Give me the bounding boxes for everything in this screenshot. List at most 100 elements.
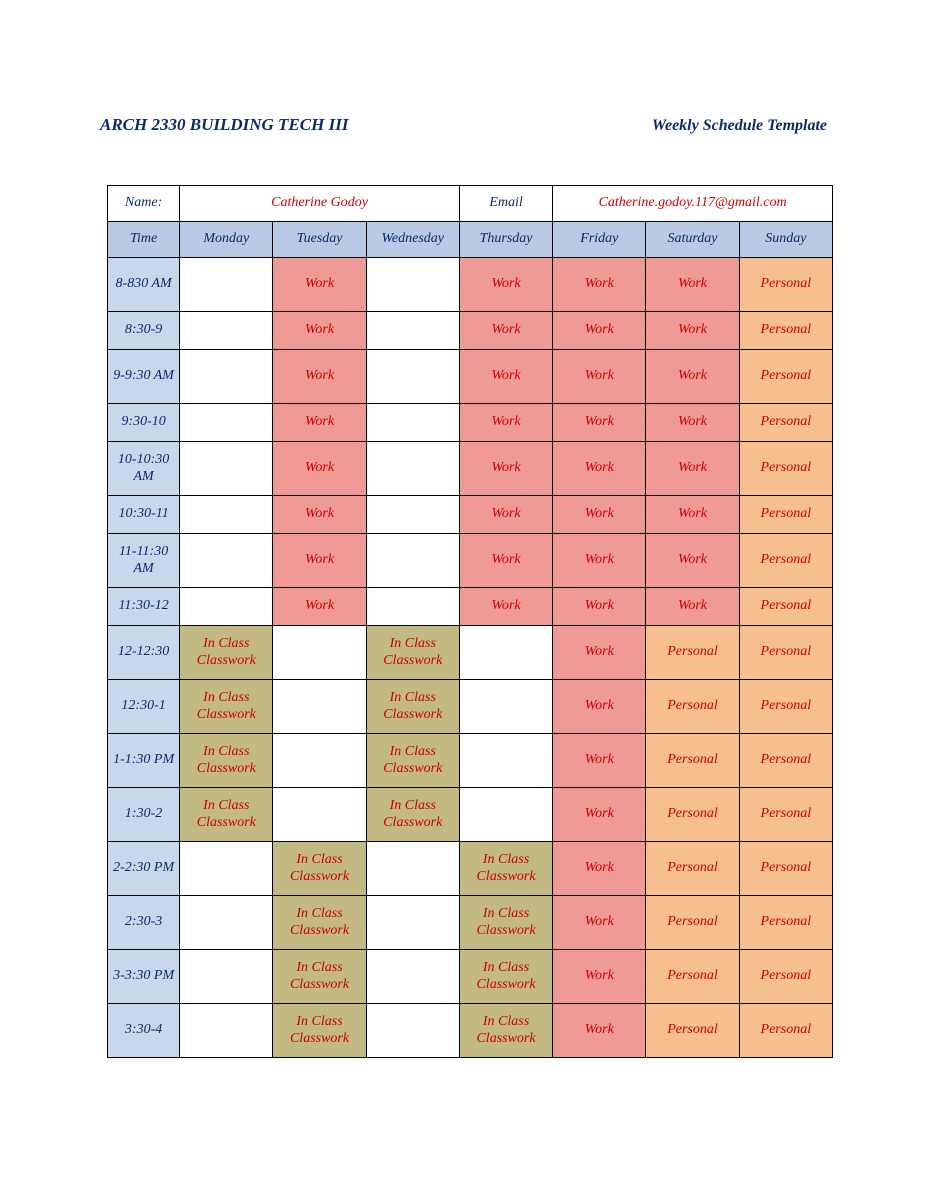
day-header: Monday: [180, 222, 273, 258]
schedule-cell: Work: [459, 258, 552, 312]
schedule-cell: Work: [273, 350, 366, 404]
schedule-cell: Work: [553, 312, 646, 350]
schedule-cell: [366, 350, 459, 404]
schedule-cell: In Class Classwork: [180, 626, 273, 680]
schedule-cell: Personal: [739, 588, 832, 626]
schedule-cell: [366, 588, 459, 626]
schedule-row: 9-9:30 AMWorkWorkWorkWorkPersonal: [108, 350, 833, 404]
schedule-cell: Work: [459, 496, 552, 534]
schedule-cell: Work: [459, 534, 552, 588]
schedule-cell: Work: [646, 350, 739, 404]
schedule-cell: In Class Classwork: [273, 842, 366, 896]
schedule-row: 2:30-3 In Class Classwork In Class Classwo…: [108, 896, 833, 950]
schedule-row: 9:30-10WorkWorkWorkWorkPersonal: [108, 404, 833, 442]
schedule-row: 10-10:30 AMWorkWorkWorkWorkPersonal: [108, 442, 833, 496]
day-header-row: Time Monday Tuesday Wednesday Thursday F…: [108, 222, 833, 258]
schedule-cell: [366, 258, 459, 312]
day-header: Tuesday: [273, 222, 366, 258]
schedule-cell: [366, 534, 459, 588]
page-header: ARCH 2330 BUILDING TECH III Weekly Sched…: [95, 115, 832, 135]
schedule-cell: Work: [646, 258, 739, 312]
schedule-cell: [180, 312, 273, 350]
schedule-row: 1-1:30 PMIn Class ClassworkIn Class Clas…: [108, 734, 833, 788]
schedule-cell: [180, 950, 273, 1004]
schedule-cell: Personal: [646, 734, 739, 788]
schedule-cell: Work: [646, 312, 739, 350]
schedule-cell: [366, 896, 459, 950]
schedule-cell: [366, 842, 459, 896]
schedule-row: 10:30-11WorkWorkWorkWorkPersonal: [108, 496, 833, 534]
schedule-cell: [366, 404, 459, 442]
time-cell: 2:30-3: [108, 896, 180, 950]
day-header: Thursday: [459, 222, 552, 258]
schedule-cell: In Class Classwork: [180, 680, 273, 734]
schedule-cell: In Class Classwork: [459, 896, 552, 950]
schedule-cell: [459, 734, 552, 788]
schedule-cell: Work: [553, 258, 646, 312]
time-cell: 8-830 AM: [108, 258, 180, 312]
schedule-cell: [366, 442, 459, 496]
schedule-cell: Work: [553, 896, 646, 950]
schedule-cell: [459, 626, 552, 680]
schedule-cell: [180, 350, 273, 404]
schedule-cell: Work: [459, 404, 552, 442]
schedule-cell: Work: [553, 788, 646, 842]
time-cell: 1:30-2: [108, 788, 180, 842]
schedule-cell: [180, 842, 273, 896]
time-cell: 10:30-11: [108, 496, 180, 534]
schedule-cell: [180, 442, 273, 496]
time-cell: 11:30-12: [108, 588, 180, 626]
schedule-cell: [273, 626, 366, 680]
schedule-cell: Personal: [739, 896, 832, 950]
schedule-cell: Personal: [739, 626, 832, 680]
schedule-cell: Work: [553, 350, 646, 404]
schedule-row: 11-11:30 AMWorkWorkWorkWorkPersonal: [108, 534, 833, 588]
schedule-cell: Personal: [739, 1004, 832, 1058]
schedule-cell: Personal: [739, 404, 832, 442]
schedule-cell: [459, 788, 552, 842]
day-header: Friday: [553, 222, 646, 258]
schedule-row: 1:30-2In Class ClassworkIn Class Classwo…: [108, 788, 833, 842]
time-cell: 9-9:30 AM: [108, 350, 180, 404]
schedule-cell: In Class Classwork: [273, 896, 366, 950]
schedule-row: 11:30-12WorkWorkWorkWorkPersonal: [108, 588, 833, 626]
schedule-cell: Work: [273, 442, 366, 496]
schedule-cell: [180, 404, 273, 442]
schedule-cell: Personal: [646, 896, 739, 950]
schedule-cell: In Class Classwork: [459, 1004, 552, 1058]
schedule-cell: Work: [553, 842, 646, 896]
time-cell: 11-11:30 AM: [108, 534, 180, 588]
schedule-cell: [366, 496, 459, 534]
schedule-row: 3-3:30 PMIn Class ClassworkIn Class Clas…: [108, 950, 833, 1004]
day-header: Sunday: [739, 222, 832, 258]
schedule-table: Name: Catherine Godoy Email Catherine.go…: [107, 185, 833, 1058]
schedule-cell: Personal: [739, 258, 832, 312]
schedule-cell: Work: [273, 534, 366, 588]
schedule-cell: Personal: [739, 788, 832, 842]
schedule-cell: Work: [459, 312, 552, 350]
schedule-cell: [273, 680, 366, 734]
schedule-cell: [273, 788, 366, 842]
schedule-cell: Personal: [646, 950, 739, 1004]
schedule-cell: In Class Classwork: [459, 842, 552, 896]
schedule-cell: Personal: [739, 534, 832, 588]
name-label: Name:: [108, 186, 180, 222]
schedule-row: 3:30-4In Class ClassworkIn Class Classwo…: [108, 1004, 833, 1058]
schedule-cell: In Class Classwork: [180, 788, 273, 842]
course-title: ARCH 2330 BUILDING TECH III: [100, 115, 348, 135]
schedule-cell: Work: [646, 496, 739, 534]
name-value: Catherine Godoy: [180, 186, 460, 222]
schedule-row: 12-12:30In Class ClassworkIn Class Class…: [108, 626, 833, 680]
schedule-cell: Personal: [739, 350, 832, 404]
schedule-cell: Work: [553, 442, 646, 496]
day-header: Saturday: [646, 222, 739, 258]
schedule-cell: In Class Classwork: [273, 950, 366, 1004]
schedule-cell: Work: [553, 680, 646, 734]
schedule-cell: [366, 950, 459, 1004]
schedule-cell: [459, 680, 552, 734]
day-header: Wednesday: [366, 222, 459, 258]
schedule-cell: Personal: [739, 680, 832, 734]
schedule-cell: Work: [553, 1004, 646, 1058]
schedule-cell: Work: [553, 626, 646, 680]
schedule-cell: Work: [459, 442, 552, 496]
